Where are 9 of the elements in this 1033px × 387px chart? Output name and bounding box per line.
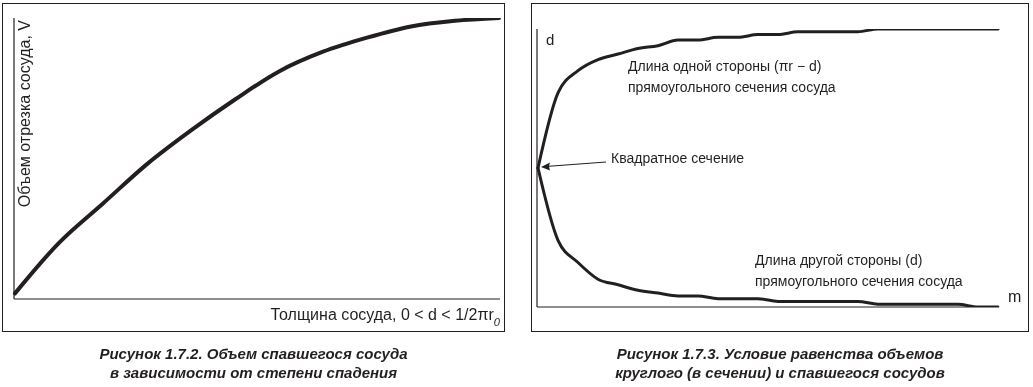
- y-axis-title: Объем отрезка сосуда, V: [16, 19, 33, 208]
- annotation: Квадратное сечение: [611, 150, 745, 166]
- annotation: Длина одной стороны (πr − d) прямоугольного сечения сосуда: [628, 58, 836, 95]
- text: Рисунок 1.7.2. Объем спавшегося сосуда в зависимости от степени спадения: [99, 345, 408, 381]
- x-axis-title: m: [1008, 288, 1022, 305]
- annotation: Длина другой стороны (d) прямоугольного сечения сосуда: [755, 252, 963, 289]
- text: Рисунок 1.7.3. Условие равенства объемов круглого (в сечении) и спавшегося сосудов: [615, 345, 945, 381]
- y-axis-title: d: [546, 31, 555, 48]
- x-axis-title: Толщина сосуда, 0 < d < 1/2πr$_{0}$: [270, 306, 501, 328]
